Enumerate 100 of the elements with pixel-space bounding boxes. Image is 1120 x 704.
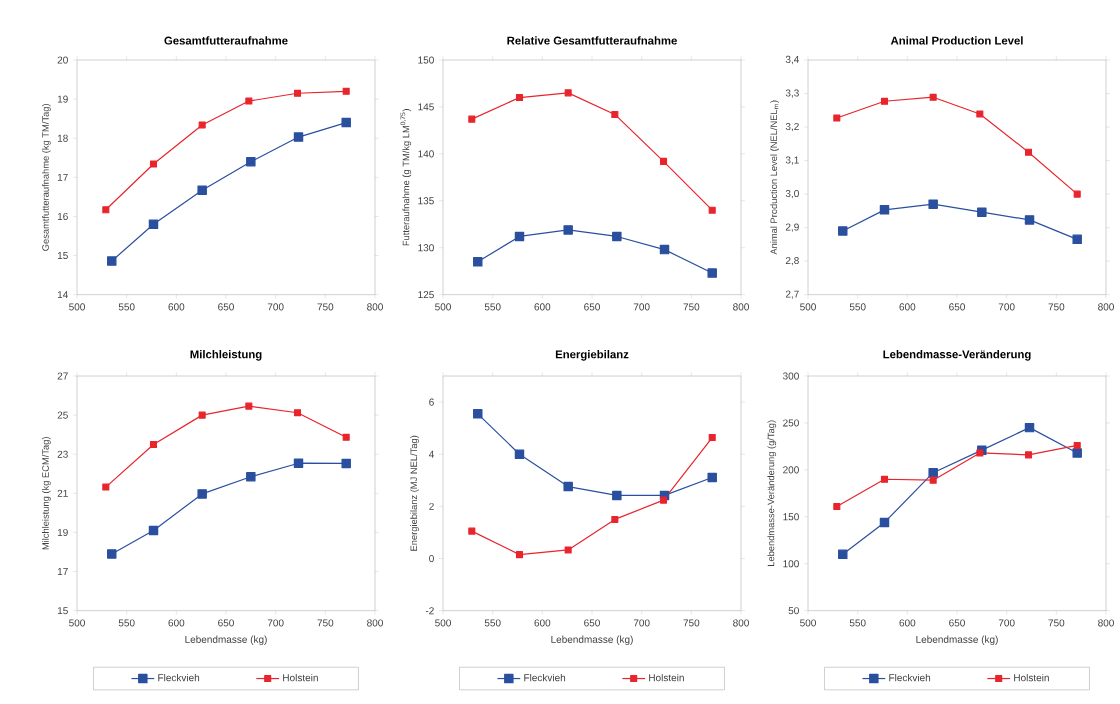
x-tick-label: 750 <box>1048 303 1065 311</box>
point <box>833 502 841 511</box>
x-tick-label: 800 <box>1098 619 1114 627</box>
point <box>929 476 937 484</box>
y-tick-label: 4 <box>428 450 434 458</box>
point <box>197 489 207 499</box>
point <box>1072 448 1082 458</box>
y-tick-label: 2,8 <box>785 257 799 266</box>
point <box>1073 441 1081 449</box>
point <box>515 94 524 102</box>
y-tick-label: 16 <box>57 212 68 220</box>
y-tick-label: 2,9 <box>785 223 799 232</box>
x-tick-label: 550 <box>118 619 135 627</box>
point <box>659 157 668 165</box>
point <box>929 93 937 101</box>
point <box>293 132 304 142</box>
point <box>293 89 302 97</box>
point <box>514 449 525 459</box>
y-tick-label: 19 <box>57 95 68 103</box>
point <box>1024 215 1035 225</box>
point <box>612 490 622 501</box>
x-tick-label: 650 <box>584 619 600 627</box>
point <box>1025 451 1033 459</box>
y-axis-title: Milchleistung (kg ECM/Tag) <box>41 437 51 550</box>
y-tick-label: 23 <box>57 450 68 458</box>
legend-label: Fleckvieh <box>158 673 200 682</box>
point <box>107 549 117 559</box>
point <box>928 467 938 478</box>
point <box>564 546 572 554</box>
point <box>611 110 619 118</box>
y-tick-label: 6 <box>429 398 434 406</box>
x-tick-label: 750 <box>683 619 700 627</box>
x-tick-label: 650 <box>584 303 600 311</box>
x-tick-label: 750 <box>317 303 334 311</box>
x-tick-label: 600 <box>899 619 916 627</box>
x-axis-title: Lebendmasse (kg) <box>551 635 633 645</box>
y-axis-title: Lebendmasse-Veränderung (g/Tag) <box>767 420 777 566</box>
y-tick-label: -2 <box>425 607 434 615</box>
y-axis-title: Energiebilanz (MJ NEL/Tag) <box>410 435 419 551</box>
x-tick-label: 750 <box>683 303 700 311</box>
x-tick-label: 600 <box>168 303 185 311</box>
x-tick-label: 750 <box>1048 619 1065 627</box>
y-tick-label: 2 <box>429 502 434 510</box>
point <box>514 231 525 242</box>
y-tick-label: 250 <box>783 419 799 427</box>
point <box>342 87 350 95</box>
point <box>612 231 622 242</box>
y-tick-label: 2,7 <box>785 290 799 299</box>
point <box>880 97 889 105</box>
x-tick-label: 800 <box>367 303 383 311</box>
x-tick-label: 500 <box>800 619 816 627</box>
x-tick-label: 550 <box>484 619 501 627</box>
point <box>976 110 984 118</box>
point <box>977 207 987 217</box>
x-tick-label: 550 <box>849 303 866 311</box>
x-tick-label: 600 <box>534 303 551 311</box>
y-axis-title: Futteraufnahme (g TM/kg LM$^{0,75}$) <box>400 109 412 246</box>
y-tick-label: 3,2 <box>785 122 799 132</box>
x-tick-label: 700 <box>267 303 284 311</box>
y-tick-label: 17 <box>57 173 68 181</box>
y-tick-label: 25 <box>57 411 68 419</box>
chart-title: Relative Gesamtfutteraufnahme <box>507 36 677 45</box>
y-tick-label: 17 <box>57 568 68 575</box>
point <box>246 471 256 482</box>
y-tick-label: 50 <box>788 607 799 615</box>
x-tick-label: 700 <box>998 303 1015 311</box>
point <box>107 256 117 266</box>
point <box>611 515 619 523</box>
x-tick-label: 800 <box>367 619 383 627</box>
y-tick-label: 150 <box>418 56 434 64</box>
point <box>707 472 717 483</box>
point <box>659 496 668 504</box>
y-tick-label: 200 <box>783 466 799 474</box>
point <box>515 551 524 559</box>
chart-title: Gesamtfutteraufnahme <box>164 36 288 45</box>
point <box>293 458 304 468</box>
legend-label: Fleckvieh <box>889 673 931 682</box>
y-tick-label: 140 <box>418 150 434 158</box>
point <box>708 434 716 442</box>
x-tick-label: 600 <box>168 619 185 627</box>
x-tick-label: 550 <box>484 303 501 311</box>
chart-title: Animal Production Level <box>890 36 1023 45</box>
legend-label: Fleckvieh <box>524 673 566 682</box>
x-tick-label: 600 <box>899 303 916 311</box>
point <box>563 481 573 492</box>
y-tick-label: 14 <box>57 291 68 299</box>
point <box>245 97 253 105</box>
legend-label: Holstein <box>649 673 684 682</box>
x-tick-label: 600 <box>534 619 551 627</box>
point <box>879 205 890 215</box>
legend-label: Holstein <box>283 673 318 682</box>
y-tick-label: 3,3 <box>785 89 799 98</box>
point <box>833 114 841 122</box>
point <box>341 458 351 469</box>
point <box>197 185 207 195</box>
x-tick-label: 800 <box>733 619 749 627</box>
y-tick-label: 18 <box>57 134 68 142</box>
y-tick-label: 3,4 <box>785 55 800 65</box>
point <box>1025 148 1033 156</box>
x-tick-label: 700 <box>633 619 650 627</box>
